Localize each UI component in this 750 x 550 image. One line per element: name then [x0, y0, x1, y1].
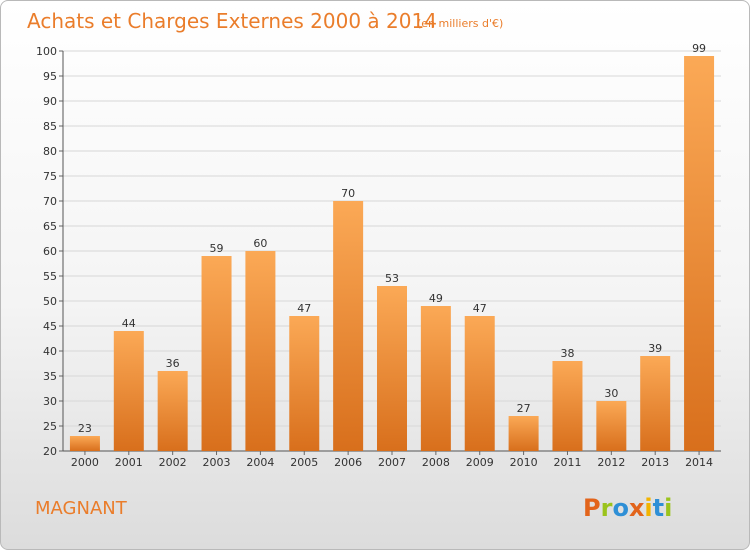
x-tick-label: 2008 [422, 456, 450, 469]
x-tick-label: 2002 [159, 456, 187, 469]
y-tick-label: 90 [43, 95, 57, 108]
x-tick-label: 2001 [115, 456, 143, 469]
y-tick-label: 45 [43, 320, 57, 333]
logo-letter: i [664, 494, 672, 522]
bar [289, 316, 320, 451]
y-tick-label: 50 [43, 295, 57, 308]
bar-value-label: 39 [648, 342, 662, 355]
logo-letter: o [612, 494, 629, 522]
plot-area: 20 25 30 35 40 45 50 55 60 65 70 75 80 85 90 95 100 23 200… [36, 42, 721, 469]
bar-value-label: 27 [517, 402, 531, 415]
bar-value-label: 30 [604, 387, 618, 400]
x-tick-label: 2011 [553, 456, 581, 469]
bar-value-label: 49 [429, 292, 443, 305]
x-tick-label: 2009 [466, 456, 494, 469]
x-tick-label: 2010 [510, 456, 538, 469]
bar [245, 251, 276, 451]
logo-letter: P [583, 494, 601, 522]
y-tick-label: 100 [36, 45, 57, 58]
bar-value-label: 38 [560, 347, 574, 360]
bar [508, 416, 539, 451]
bar [464, 316, 495, 451]
bar [684, 56, 715, 451]
bar [113, 331, 144, 451]
bar-value-label: 70 [341, 187, 355, 200]
y-tick-label: 65 [43, 220, 57, 233]
bar-value-label: 36 [166, 357, 180, 370]
y-tick-label: 75 [43, 170, 57, 183]
bar-value-label: 47 [297, 302, 311, 315]
bar [201, 256, 232, 451]
logo-letter: r [601, 494, 613, 522]
bar-value-label: 23 [78, 422, 92, 435]
y-tick-label: 35 [43, 370, 57, 383]
commune-name: MAGNANT [35, 498, 128, 519]
x-tick-label: 2012 [597, 456, 625, 469]
x-tick-label: 2005 [290, 456, 318, 469]
bar-value-label: 44 [122, 317, 136, 330]
bar [157, 371, 188, 451]
logo-letter: x [629, 494, 645, 522]
bar [552, 361, 583, 451]
x-tick-label: 2007 [378, 456, 406, 469]
bar-value-label: 60 [253, 237, 267, 250]
y-tick-label: 30 [43, 395, 57, 408]
bar [640, 356, 671, 451]
x-tick-label: 2006 [334, 456, 362, 469]
logo-letter: i [644, 494, 652, 522]
bar [69, 436, 100, 451]
x-tick-label: 2004 [246, 456, 274, 469]
bar [333, 201, 364, 451]
bar-value-label: 59 [210, 242, 224, 255]
x-tick-label: 2003 [203, 456, 231, 469]
y-tick-label: 25 [43, 420, 57, 433]
bar-value-label: 47 [473, 302, 487, 315]
chart-unit: (en milliers d'€) [417, 17, 503, 30]
bar-value-label: 99 [692, 42, 706, 55]
y-tick-label: 70 [43, 195, 57, 208]
logo-letter: t [653, 494, 664, 522]
x-tick-label: 2000 [71, 456, 99, 469]
y-tick-label: 40 [43, 345, 57, 358]
y-tick-label: 80 [43, 145, 57, 158]
y-tick-label: 95 [43, 70, 57, 83]
bar [377, 286, 407, 451]
bar [420, 306, 451, 451]
bar [596, 401, 627, 451]
y-tick-label: 55 [43, 270, 57, 283]
x-tick-label: 2013 [641, 456, 669, 469]
x-tick-label: 2014 [685, 456, 713, 469]
chart-title: Achats et Charges Externes 2000 à 2014 [27, 9, 437, 33]
y-tick-label: 60 [43, 245, 57, 258]
y-tick-label: 20 [43, 445, 57, 458]
y-tick-label: 85 [43, 120, 57, 133]
bar-value-label: 53 [385, 272, 399, 285]
proxiti-logo: Proxiti [583, 494, 672, 522]
